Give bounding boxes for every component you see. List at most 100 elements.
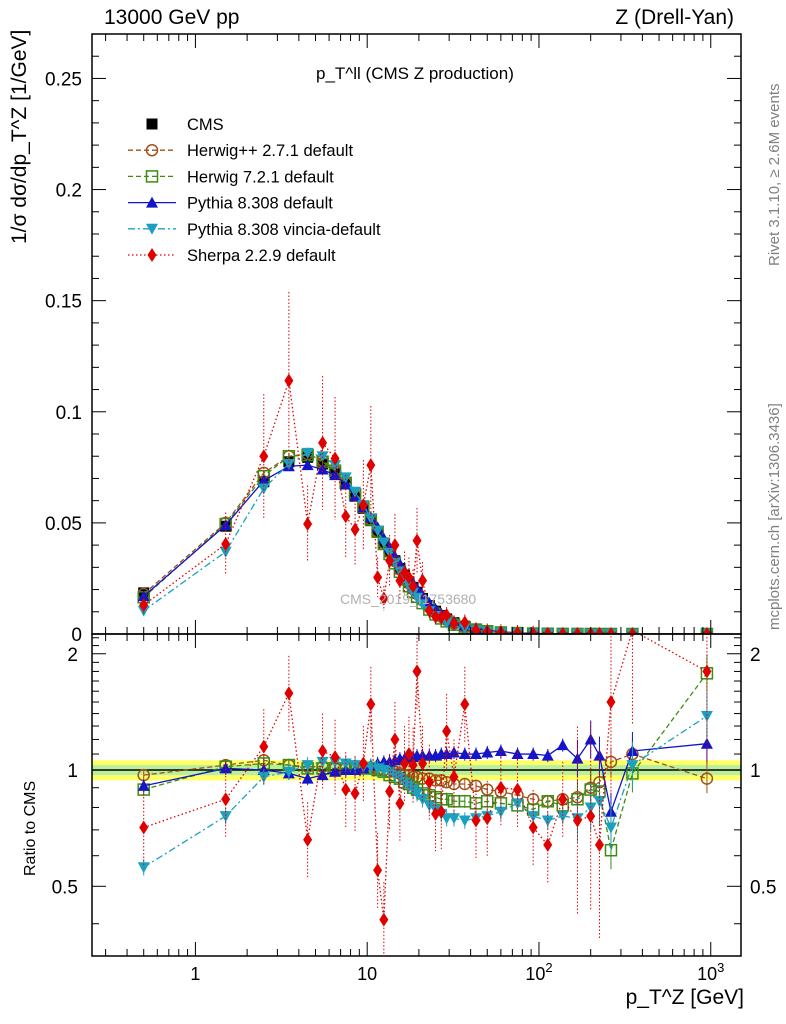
mcplots-label: mcplots.cern.ch [arXiv:1306.3436] [766, 403, 783, 630]
ratio-point [586, 809, 596, 824]
legend: CMS Herwig++ 2.7.1 default Herwig 7.2.1 de… [128, 116, 381, 265]
ratio-point [316, 769, 329, 781]
legend-marker [146, 196, 158, 208]
x-tick-label: 10 [357, 964, 377, 984]
ratio-point [303, 832, 313, 847]
data-point [423, 596, 436, 608]
legend-marker [147, 248, 157, 262]
legend-marker [145, 143, 159, 157]
x-tick-label: 1 [190, 964, 200, 984]
data-point [316, 463, 329, 475]
ratio-point [572, 813, 582, 828]
ratio-point [458, 815, 471, 827]
legend-item-cms: CMS [146, 116, 224, 134]
legend-label: Pythia 8.308 default [187, 195, 333, 213]
ratio-point [593, 796, 606, 808]
ratio-point [259, 739, 269, 754]
ratio-point [436, 804, 446, 819]
ratio-point [604, 822, 617, 834]
data-point [416, 599, 429, 611]
rivet-version-label: Rivet 3.1.10, ≥ 2.6M events [766, 83, 783, 267]
data-point [303, 517, 313, 531]
ratio-series-pythia-8-308-vincia-default [137, 692, 713, 876]
data-point [572, 626, 582, 634]
ratio-point [528, 820, 538, 835]
ratio-point [541, 815, 554, 827]
ratio-y-axis-label: Ratio to CMS [22, 780, 39, 876]
ratio-point [496, 780, 506, 795]
data-point [139, 598, 149, 613]
data-point [341, 509, 351, 524]
data-point [606, 626, 616, 634]
legend-marker [146, 223, 158, 235]
y-tick-label: 0.25 [45, 69, 82, 90]
ratio-series-herwig-7-2-1-default [137, 654, 714, 870]
data-point [431, 609, 441, 624]
x-tick-label: 103 [697, 960, 724, 984]
ratio-point [412, 664, 422, 679]
legend-label: CMS [187, 116, 224, 134]
ratio-point [221, 792, 231, 807]
ratio-point [404, 747, 414, 762]
legend-item-herwig-7-2-1-default: Herwig 7.2.1 default [128, 168, 334, 186]
legend-label: Herwig++ 2.7.1 default [187, 142, 353, 160]
data-point [404, 570, 414, 585]
data-point [385, 553, 395, 568]
series-sherpa-2-2-9-default [139, 292, 712, 634]
data-point [301, 447, 314, 459]
ratio-point [447, 813, 460, 825]
ratio-point [513, 782, 523, 797]
legend-marker [145, 170, 159, 183]
process-label: Z (Drell-Yan) [615, 6, 734, 29]
data-point [442, 608, 452, 623]
data-point [390, 538, 400, 553]
data-point [543, 626, 553, 634]
legend-item-sherpa-2-2-9-default: Sherpa 2.2.9 default [128, 247, 336, 265]
ratio-point [316, 756, 329, 768]
ratio-line [143, 753, 708, 802]
y-tick-label: 0.2 [56, 181, 82, 202]
ratio-frame [91, 633, 742, 957]
ratio-point [373, 863, 383, 878]
ratio-point [556, 811, 569, 823]
ratio-point [219, 762, 232, 774]
x-axis-label: p_T^Z [GeV] [625, 986, 744, 1009]
ratio-point [137, 779, 150, 791]
data-point [460, 615, 470, 630]
data-point [358, 498, 368, 513]
ratio-point [257, 771, 270, 783]
data-point [379, 591, 389, 606]
legend-item-pythia-8-308-vincia-default: Pythia 8.308 vincia-default [128, 221, 381, 239]
ratio-point [329, 765, 342, 777]
ratio-point [606, 695, 616, 710]
ratio-point [494, 806, 507, 818]
data-point [330, 451, 340, 466]
ratio-y-tick-label-right: 0.5 [750, 877, 776, 898]
ratio-point [219, 811, 232, 823]
data-point [329, 460, 342, 472]
ratio-point [408, 758, 418, 773]
ratio-point [423, 800, 436, 812]
ratio-point [511, 798, 524, 810]
data-point [558, 626, 568, 634]
data-point [219, 519, 232, 531]
ratio-point [400, 756, 410, 771]
ratio-point [366, 697, 376, 712]
ratio-y-tick-label-left: 2 [67, 645, 78, 666]
ratio-point [558, 792, 568, 807]
data-point [627, 626, 637, 634]
data-point [408, 579, 418, 594]
plot-title: p_T^ll (CMS Z production) [316, 64, 514, 83]
ratio-point [139, 820, 149, 835]
ratio-point [471, 813, 481, 828]
ratio-point [626, 760, 639, 772]
y-tick-label: 0.05 [45, 514, 82, 535]
ratio-y-tick-label-right: 2 [750, 645, 761, 666]
ratio-point [350, 786, 360, 801]
ratio-point [301, 772, 314, 784]
data-point [449, 616, 459, 631]
data-point [318, 435, 328, 450]
ratio-point [458, 748, 471, 760]
ratio-point [318, 744, 328, 759]
